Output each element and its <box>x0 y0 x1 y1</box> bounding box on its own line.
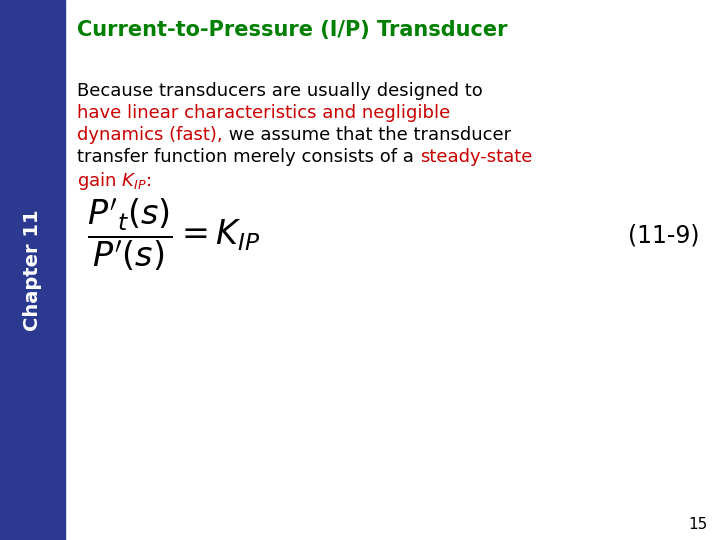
Text: dynamics (fast),: dynamics (fast), <box>77 126 222 144</box>
Bar <box>0 0 65 540</box>
Text: have linear characteristics and negligible: have linear characteristics and negligib… <box>77 104 450 122</box>
Text: we assume that the transducer: we assume that the transducer <box>222 126 510 144</box>
Text: (11-9): (11-9) <box>629 223 700 247</box>
Text: Chapter 11: Chapter 11 <box>23 209 42 331</box>
Text: $\dfrac{P'_t(s)}{P'(s)} = K_{IP}$: $\dfrac{P'_t(s)}{P'(s)} = K_{IP}$ <box>87 197 261 273</box>
Text: Current-to-Pressure (I/P) Transducer: Current-to-Pressure (I/P) Transducer <box>77 20 508 40</box>
Text: transfer function merely consists of a: transfer function merely consists of a <box>77 148 420 166</box>
Text: Because transducers are usually designed to: Because transducers are usually designed… <box>77 82 482 100</box>
Text: steady-state: steady-state <box>420 148 532 166</box>
Text: gain $\mathit{K}_{IP}$:: gain $\mathit{K}_{IP}$: <box>77 170 151 192</box>
Text: 15: 15 <box>689 517 708 532</box>
